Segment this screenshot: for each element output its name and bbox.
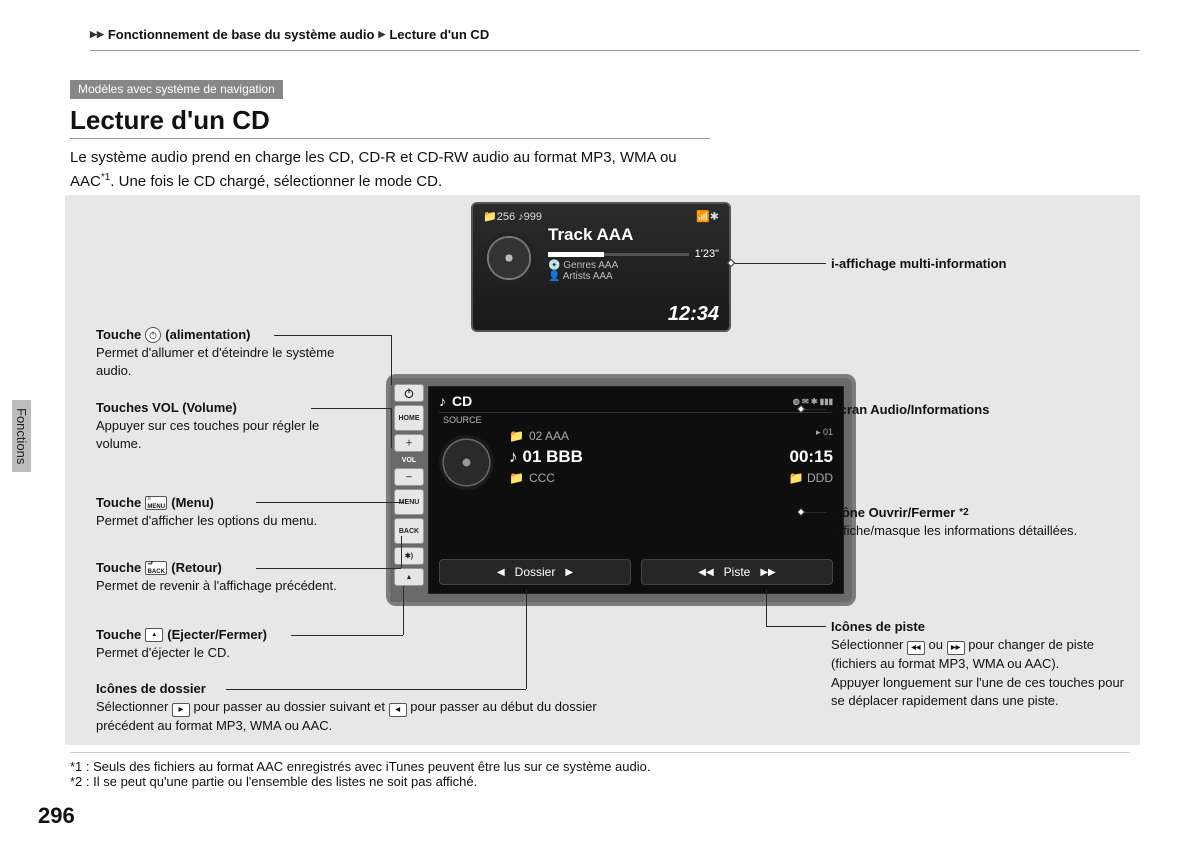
next-icon: ▶ — [172, 703, 190, 717]
back-button[interactable]: BACK — [394, 518, 424, 544]
callout-audio-screen: Ecran Audio/Informations — [831, 401, 1111, 419]
audio-unit: HOME ＋ VOL － MENU BACK ✱) ▲ ♪ CD ◍ ✉ ✱ ▮… — [386, 374, 856, 606]
folder-next-icon: ▶ — [565, 567, 573, 578]
prev-track-row: 📁 02 AAA — [509, 427, 833, 445]
callout-track-icons: Icônes de piste Sélectionner ◀◀ ou ▶▶ po… — [831, 618, 1131, 710]
callout-mi-display: i-affichage multi-information — [831, 255, 1111, 273]
diagram-panel: 📁256 ♪999 📶✱ Track AAA 1'23" 💿 Genres AA… — [65, 195, 1140, 745]
chevron-right-icon: ▶ — [378, 29, 385, 40]
genre-line: 💿 Genres AAA — [548, 260, 719, 271]
intro-text: Le système audio prend en charge les CD,… — [70, 147, 710, 193]
vol-label: VOL — [394, 455, 424, 465]
music-icon: ♪ — [439, 393, 446, 409]
chevron-right-icon: ▶▶ — [90, 29, 104, 40]
eject-button[interactable]: ▲ — [394, 568, 424, 586]
footnote-2: *2 : Il se peut qu'une partie ou l'ensem… — [70, 774, 1130, 789]
multi-information-display: 📁256 ♪999 📶✱ Track AAA 1'23" 💿 Genres AA… — [471, 202, 731, 332]
mode-label: CD — [452, 393, 472, 409]
vol-down-button[interactable]: － — [394, 468, 424, 486]
vol-up-button[interactable]: ＋ — [394, 434, 424, 452]
artist-line: 👤 Artists AAA — [548, 271, 719, 282]
skip-fwd-icon: ▶▶ — [947, 641, 965, 655]
power-button[interactable] — [394, 384, 424, 402]
track-prev-icon: ◀◀ — [698, 567, 713, 578]
clock: 12:34 — [668, 303, 719, 326]
track-control[interactable]: ◀◀Piste▶▶ — [641, 559, 833, 585]
status-icons: ◍ ✉ ✱ ▮▮▮ — [793, 397, 833, 406]
breadcrumb-part-b: Lecture d'un CD — [389, 27, 489, 42]
elapsed-time: 1'23" — [695, 248, 719, 260]
next-track-row: 📁 CCC📁 DDD — [509, 469, 833, 487]
current-track-row: ♪ 01 BBB00:15 — [509, 445, 833, 469]
cd-icon — [439, 435, 494, 490]
callout-open-closeon: Icône Ouvrir/Fermer*2 Affiche/masque les… — [831, 504, 1111, 540]
section-tab: Fonctions — [12, 400, 31, 472]
track-next-icon: ▶▶ — [760, 567, 775, 578]
model-tag: Modèles avec système de navigation — [70, 80, 283, 99]
cd-icon — [483, 232, 535, 284]
folder-control[interactable]: ◀Dossier▶ — [439, 559, 631, 585]
callout-back: Touche ⮐BACK (Retour) Permet de revenir … — [96, 559, 386, 595]
manual-page: ▶▶ Fonctionnement de base du système aud… — [0, 0, 1200, 847]
callout-menu: Touche ≡MENU (Menu) Permet d'afficher le… — [96, 494, 376, 530]
track-title: Track AAA — [548, 225, 719, 245]
brightness-button[interactable]: ✱) — [394, 547, 424, 565]
footnotes: *1 : Seuls des fichiers au format AAC en… — [70, 752, 1130, 789]
source-label: SOURCE — [443, 415, 833, 425]
skip-back-icon: ◀◀ — [907, 641, 925, 655]
prev-icon: ◀ — [389, 703, 407, 717]
power-icon — [145, 327, 161, 343]
breadcrumb-part-a: Fonctionnement de base du système audio — [108, 27, 375, 42]
home-button[interactable]: HOME — [394, 405, 424, 431]
page-number: 296 — [38, 803, 75, 829]
menu-icon: ≡MENU — [145, 496, 167, 510]
bluetooth-icon: 📶✱ — [696, 210, 719, 223]
folder-track-counter: 📁256 ♪999 — [483, 210, 542, 223]
touchscreen[interactable]: ♪ CD ◍ ✉ ✱ ▮▮▮ SOURCE ▸ 01 📁 02 AAA ♪ 01… — [428, 386, 844, 594]
callout-eject: Touche ▲ (Ejecter/Fermer) Permet d'éject… — [96, 626, 356, 662]
back-icon: ⮐BACK — [145, 561, 167, 575]
breadcrumb: ▶▶ Fonctionnement de base du système aud… — [90, 27, 1140, 51]
header-block: Modèles avec système de navigation Lectu… — [70, 80, 710, 193]
progress-bar — [548, 253, 689, 256]
folder-prev-icon: ◀ — [497, 567, 505, 578]
page-title: Lecture d'un CD — [70, 105, 710, 139]
footnote-1: *1 : Seuls des fichiers au format AAC en… — [70, 759, 1130, 774]
eject-icon: ▲ — [145, 628, 163, 642]
